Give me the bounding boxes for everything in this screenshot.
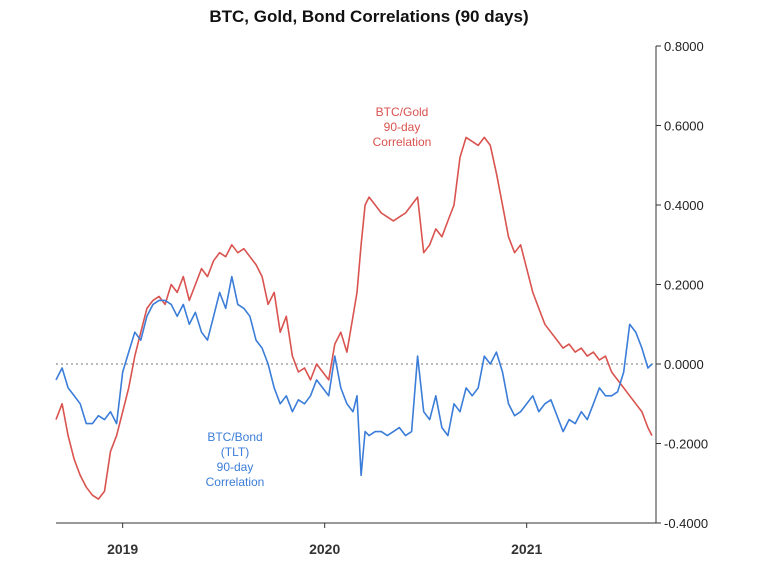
btc-gold-label: BTC/Gold 90-day Correlation <box>373 105 432 149</box>
series-label-line: (TLT) <box>221 445 249 459</box>
series-label-line: 90-day <box>217 460 254 474</box>
series-line-btc-gold <box>55 136 653 500</box>
series-label-line: BTC/Gold <box>376 105 429 119</box>
y-tick-label: -0.2000 <box>664 437 708 452</box>
y-tick-label: -0.4000 <box>664 516 708 531</box>
btc-bond-label: BTC/Bond (TLT) 90-day Correlation <box>206 430 265 489</box>
series-label-line: Correlation <box>373 135 432 149</box>
x-tick-label: 2021 <box>511 541 542 557</box>
series-label-line: BTC/Bond <box>207 430 262 444</box>
chart-title: BTC, Gold, Bond Correlations (90 days) <box>209 7 528 26</box>
series-label-line: Correlation <box>206 475 265 489</box>
axes: -0.4000 -0.2000 0.0000 0.2000 0.4000 0.6000 0.… <box>56 39 708 557</box>
series-line-btc-bond <box>55 275 653 477</box>
y-tick-label: 0.6000 <box>664 119 704 134</box>
x-tick-label: 2019 <box>107 541 138 557</box>
series-layer <box>55 136 653 500</box>
series-label-line: 90-day <box>384 120 421 134</box>
y-tick-label: 0.8000 <box>664 39 704 54</box>
x-tick-label: 2020 <box>309 541 340 557</box>
y-tick-label: 0.2000 <box>664 278 704 293</box>
y-tick-label: 0.0000 <box>664 357 704 372</box>
y-tick-label: 0.4000 <box>664 198 704 213</box>
